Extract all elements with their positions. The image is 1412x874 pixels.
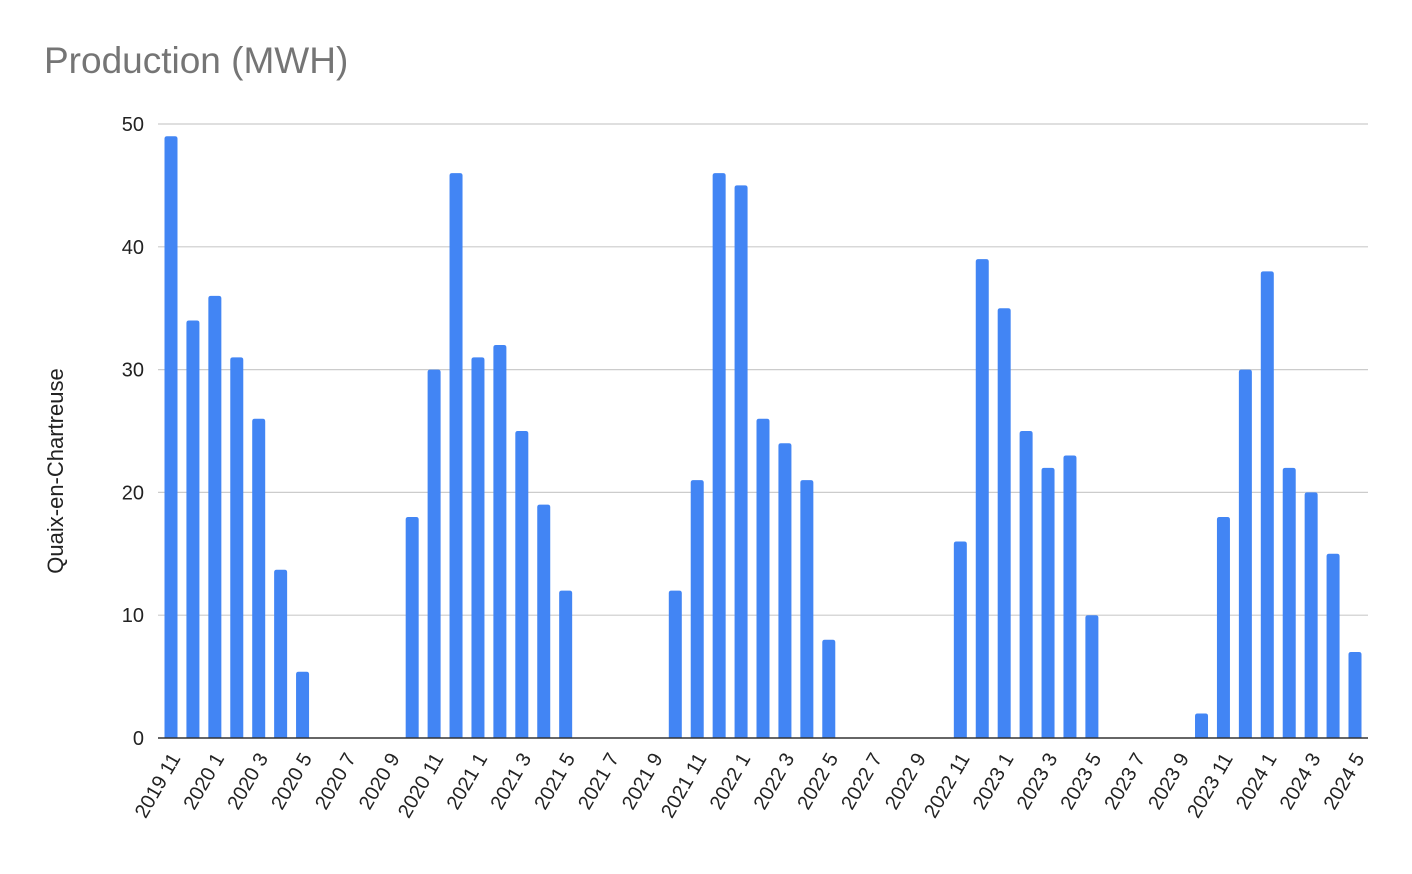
bar [1019, 431, 1033, 738]
x-tick-label: 2021 1 [443, 750, 493, 814]
bar [252, 418, 266, 738]
bar [953, 541, 967, 738]
bar [537, 504, 551, 738]
bar [778, 443, 792, 738]
bar [405, 516, 419, 738]
x-tick-label: 2020 1 [180, 750, 230, 814]
bar [1216, 516, 1230, 738]
bar [1238, 369, 1252, 738]
x-tick-label: 2022 7 [837, 750, 887, 814]
bar [1282, 467, 1296, 738]
x-tick-label: 2024 1 [1232, 750, 1282, 814]
x-tick-label: 2020 5 [267, 750, 317, 814]
x-tick-label: 2021 3 [487, 750, 537, 814]
bar [449, 173, 463, 738]
bar [471, 357, 485, 738]
bar [230, 357, 244, 738]
x-tick-label: 2019 11 [131, 750, 185, 822]
bar [756, 418, 770, 738]
bar [493, 345, 507, 738]
y-tick-label: 0 [133, 728, 144, 750]
bar [1041, 467, 1055, 738]
y-tick-label: 50 [122, 114, 144, 136]
x-tick-label: 2024 5 [1320, 750, 1370, 814]
x-tick-label: 2021 5 [530, 750, 580, 814]
bar [1304, 492, 1318, 738]
chart-title: Production (MWH) [44, 40, 349, 81]
bar [800, 480, 814, 738]
x-tick-label: 2021 7 [574, 750, 624, 814]
bar [668, 590, 682, 738]
bar [559, 590, 573, 738]
bar [186, 320, 200, 738]
x-tick-label: 2023 3 [1013, 750, 1063, 814]
bar [164, 136, 178, 738]
bar [427, 369, 441, 738]
bar [208, 295, 222, 738]
bar [1195, 713, 1209, 738]
bar [975, 259, 989, 738]
x-tick-label: 2020 3 [223, 750, 273, 814]
bar [1348, 652, 1362, 738]
y-tick-label: 40 [122, 237, 144, 259]
bar [515, 431, 529, 738]
x-tick-label: 2022 1 [706, 750, 756, 814]
bar [734, 185, 748, 738]
x-tick-label: 2023 5 [1057, 750, 1107, 814]
x-tick-label: 2022 5 [793, 750, 843, 814]
bar [1260, 271, 1274, 738]
x-tick-label: 2024 3 [1276, 750, 1326, 814]
bar [1085, 615, 1099, 738]
x-tick-label: 2023 1 [969, 750, 1019, 814]
bar [1326, 553, 1340, 738]
x-tick-label: 2023 7 [1100, 750, 1150, 814]
bar [296, 671, 310, 738]
y-tick-label: 10 [122, 605, 144, 627]
bar [274, 569, 288, 738]
bar [690, 480, 704, 738]
x-tick-label: 2022 3 [750, 750, 800, 814]
bar [822, 639, 836, 738]
bar [712, 173, 726, 738]
y-tick-label: 30 [122, 360, 144, 382]
x-tick-label: 2020 7 [311, 750, 361, 814]
bar [997, 308, 1011, 738]
bar [1063, 455, 1077, 738]
y-tick-label: 20 [122, 482, 144, 504]
